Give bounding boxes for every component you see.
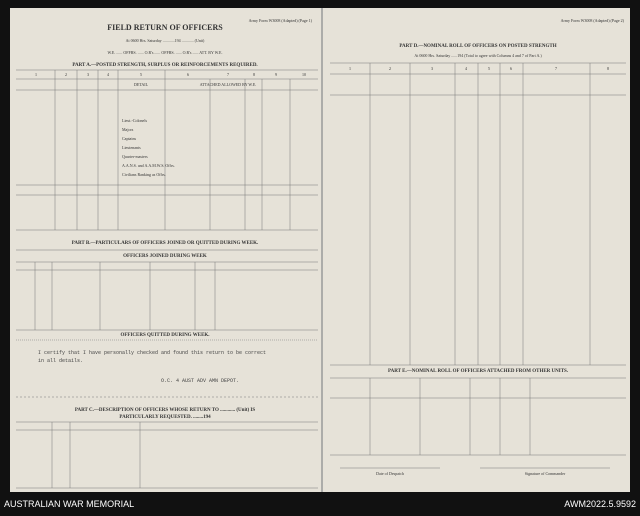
attached-header: ATTACHED ALLOWED BY W.E. bbox=[200, 82, 257, 87]
part-c: PART C.—DESCRIPTION OF OFFICERS WHOSE RE… bbox=[75, 408, 256, 413]
column-number: 5 bbox=[488, 66, 490, 71]
column-number: 8 bbox=[607, 66, 609, 71]
rank-label: Captains bbox=[122, 136, 136, 141]
column-number: 7 bbox=[227, 72, 229, 77]
certify-text: I certify that I have personally checked… bbox=[38, 350, 266, 356]
right-lines bbox=[330, 62, 626, 469]
column-number: 3 bbox=[87, 72, 89, 77]
signature-label: Signature of Commander bbox=[525, 471, 566, 476]
rank-label: A.A.N.S. and A.A.M.W.S. Offrs. bbox=[122, 163, 175, 168]
part-e: PART E.—NOMINAL ROLL OF OFFICERS ATTACHE… bbox=[388, 369, 569, 374]
column-number: 5 bbox=[140, 72, 142, 77]
part-a: PART A.—POSTED STRENGTH, SURPLUS OR REIN… bbox=[72, 63, 258, 68]
joined-heading: OFFICERS JOINED DURING WEEK bbox=[123, 254, 207, 259]
footer-right: AWM2022.5.9592 bbox=[564, 499, 636, 509]
column-number: 6 bbox=[510, 66, 512, 71]
column-number: 9 bbox=[275, 72, 277, 77]
column-number: 10 bbox=[302, 72, 306, 77]
column-number: 7 bbox=[555, 66, 557, 71]
we-line: W.E. ...... OFFRS. ...... O.R's ...... O… bbox=[108, 50, 223, 55]
form-ref: Army Form W3008 (Adapted) (Page 2) bbox=[561, 18, 625, 23]
rank-label: Civilians Ranking as Offrs. bbox=[122, 172, 166, 177]
column-number: 4 bbox=[107, 72, 109, 77]
rank-label: Majors bbox=[122, 127, 134, 132]
column-number: 2 bbox=[65, 72, 67, 77]
column-number: 4 bbox=[465, 66, 467, 71]
rank-label: Quarter-masters bbox=[122, 154, 148, 159]
date-line: At 0600 Hrs. Saturday ............194 ..… bbox=[126, 38, 205, 43]
column-number: 2 bbox=[389, 66, 391, 71]
part-c-2: PARTICULARLY REQUESTED. ........194 bbox=[119, 415, 211, 420]
form-ref: Army Form W3008 (Adapted) (Page 1) bbox=[249, 18, 313, 23]
signature-title: O.C. 4 AUST ADV AMN DEPOT. bbox=[161, 378, 239, 384]
column-number: 8 bbox=[253, 72, 255, 77]
rank-label: Lieutenants bbox=[122, 145, 141, 150]
detail-header: DETAIL bbox=[134, 82, 149, 87]
rank-label: Lieut.-Colonels bbox=[122, 118, 147, 123]
date-of-despatch: Date of Despatch bbox=[376, 471, 404, 476]
quitted-heading: OFFICERS QUITTED DURING WEEK. bbox=[120, 333, 210, 338]
column-number: 6 bbox=[187, 72, 189, 77]
certify-text: in all details. bbox=[38, 358, 83, 364]
part-d: PART D.—NOMINAL ROLL OF OFFICERS ON POST… bbox=[399, 44, 556, 49]
column-number: 1 bbox=[35, 72, 37, 77]
title: FIELD RETURN OF OFFICERS bbox=[107, 23, 223, 32]
column-number: 1 bbox=[349, 66, 351, 71]
left-lines bbox=[16, 69, 318, 489]
footer-left: AUSTRALIAN WAR MEMORIAL bbox=[4, 499, 134, 509]
column-number: 3 bbox=[431, 66, 433, 71]
date-line: At 0600 Hrs. Saturday ......194 (Total t… bbox=[414, 53, 542, 58]
part-b: PART B.—PARTICULARS OF OFFICERS JOINED O… bbox=[72, 241, 259, 246]
